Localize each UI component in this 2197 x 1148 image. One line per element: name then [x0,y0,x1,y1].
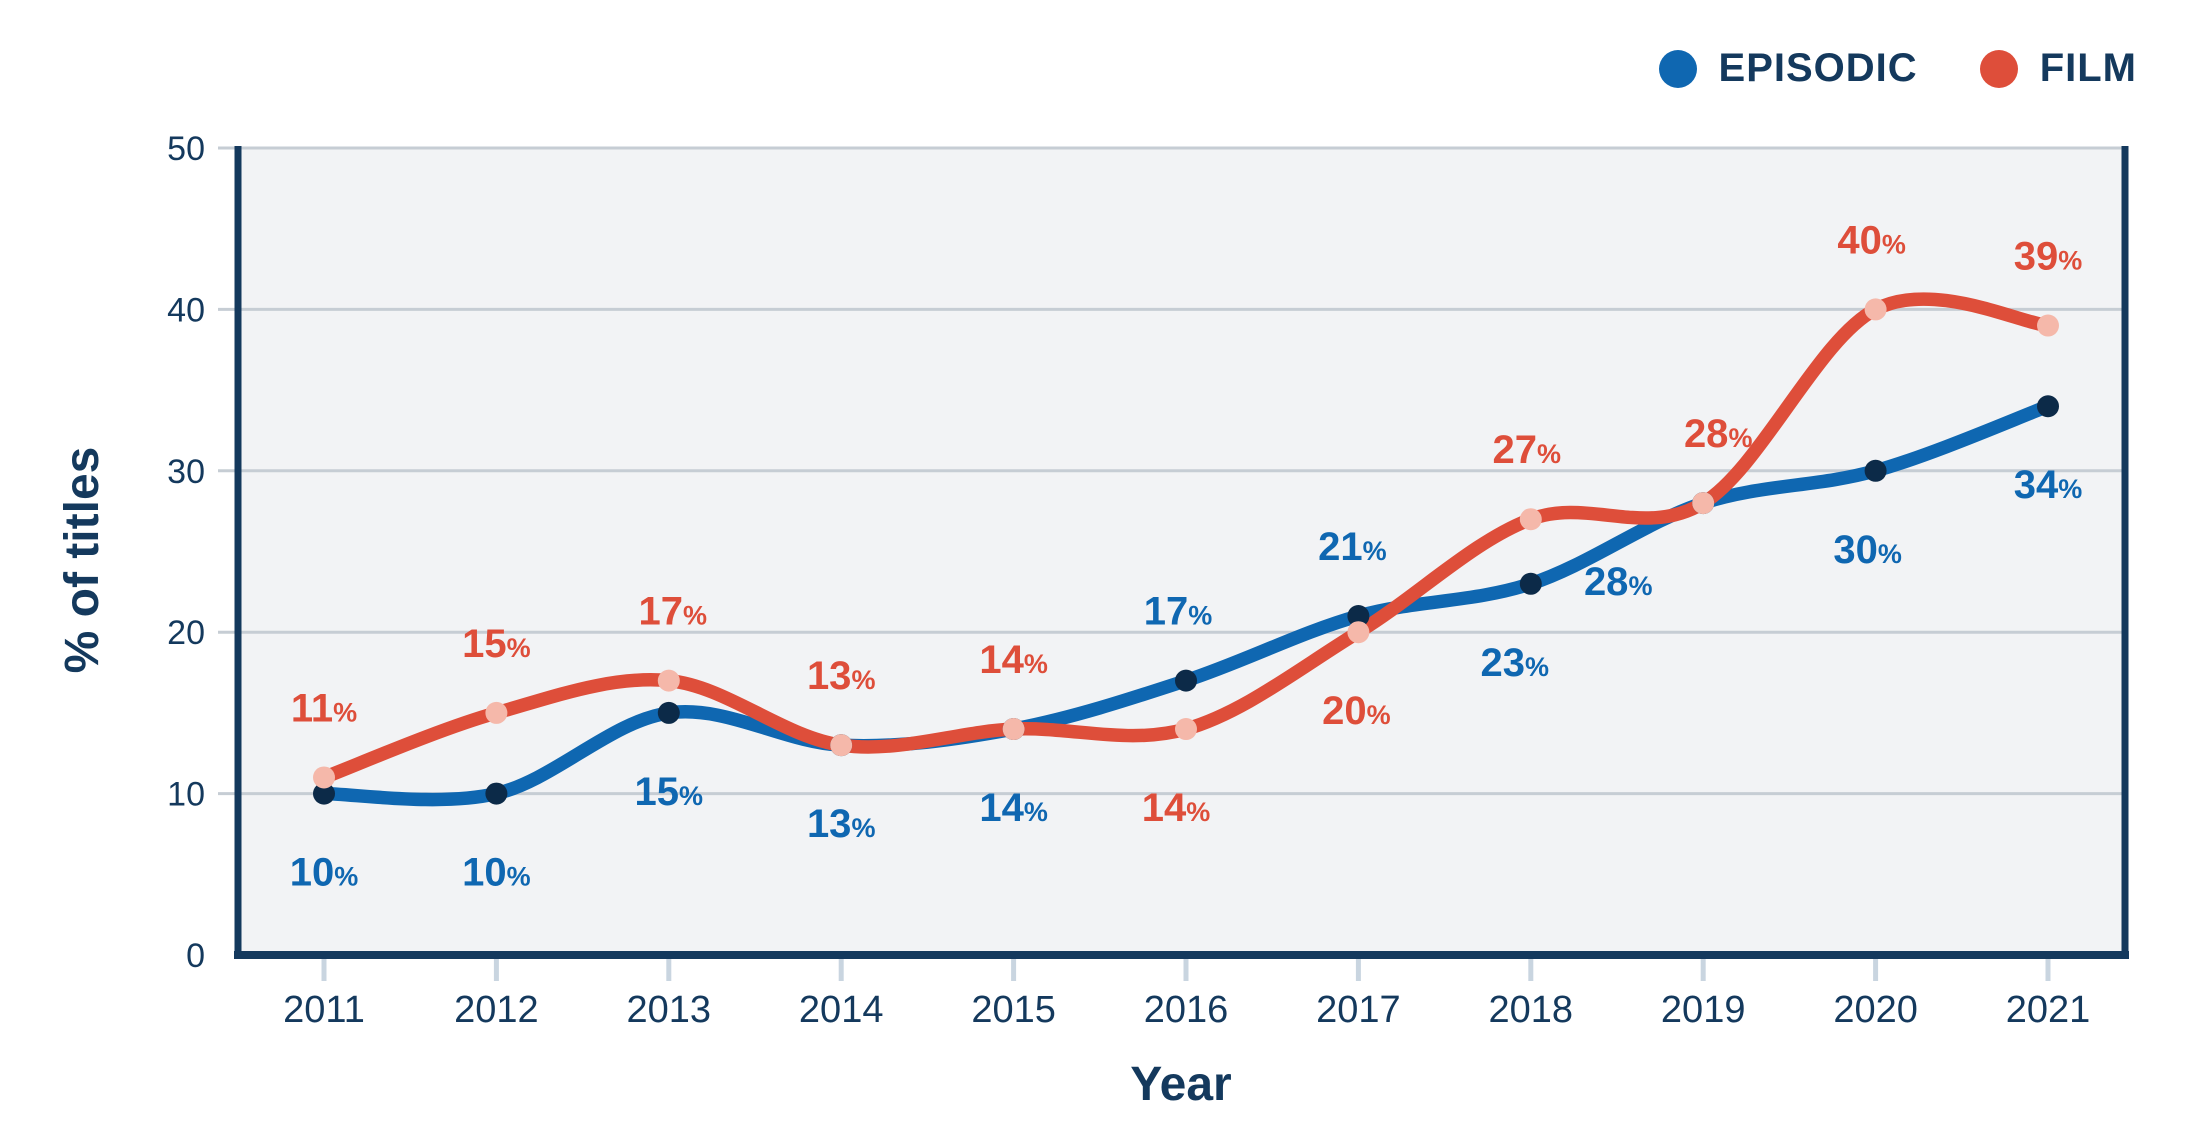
series-film-point [1175,718,1197,741]
x-axis-tick-label: 2021 [2006,989,2091,1031]
x-axis-title: Year [1130,1058,1232,1111]
x-axis-tick-label: 2017 [1316,989,1401,1031]
x-axis-tick-label: 2014 [799,989,884,1031]
series-film-line [317,292,2055,785]
x-axis-tick-label: 2018 [1489,989,1574,1031]
series-film-point [1864,298,1887,321]
x-axis-tick-label: 2020 [1833,989,1918,1031]
series-episodic-data-label: 13% [807,802,876,846]
series-film-point [313,766,335,789]
x-axis-tick-label: 2012 [454,989,539,1031]
series-film-point [1519,508,1542,531]
series-film-data-label: 14% [979,638,1048,682]
series-episodic-data-label: 15% [635,770,704,814]
legend-label-film: FILM [2039,46,2137,90]
series-episodic-point [1864,459,1887,482]
x-axis-tick-label: 2015 [971,989,1056,1031]
y-axis-tick-label: 10 [167,776,205,814]
legend: EPISODIC FILM [1658,46,2137,91]
series-film-point [1002,718,1025,741]
y-axis-title: % of titles [56,446,109,674]
episodic-dot-icon [1658,49,1697,88]
series-episodic-data-label: 10% [462,851,531,895]
y-axis-tick-label: 40 [167,291,205,329]
legend-item-film: FILM [1979,46,2137,91]
series-film-data-label: 11% [291,686,357,730]
series-episodic-data-label: 28% [1584,560,1653,604]
series-film-data-label: 28% [1684,412,1753,456]
y-axis-tick-label: 50 [167,130,205,168]
series-episodic-point [2037,395,2059,418]
series-episodic-data-label: 21% [1318,525,1387,569]
y-axis-tick-label: 0 [186,937,205,975]
series-film-point [1347,621,1370,644]
series-film-data-label: 20% [1322,689,1391,733]
series-episodic-point [1347,605,1370,628]
series-film-point [830,734,853,757]
series-film-data-label: 40% [1837,218,1906,262]
x-axis-tick-label: 2013 [627,989,712,1031]
series-episodic-data-label: 30% [1833,528,1902,572]
series-film-data-label: 14% [1142,786,1211,830]
series-episodic-data-label: 17% [1144,590,1213,634]
series-episodic-point [485,782,508,805]
plot-area [238,148,2125,955]
series-episodic-data-label: 34% [2014,463,2083,507]
x-axis-tick-label: 2016 [1144,989,1229,1031]
series-episodic-data-label: 23% [1481,641,1550,685]
x-axis-tick-label: 2011 [283,989,365,1031]
series-film-data-label: 13% [807,654,876,698]
series-episodic-data-label: 14% [979,786,1048,830]
series-film-point [2037,314,2059,337]
series-episodic-point [657,701,680,724]
series-episodic-point [313,782,335,805]
y-axis-tick-label: 30 [167,453,205,491]
series-film-data-label: 27% [1493,428,1562,472]
y-axis-tick-label: 20 [167,614,205,652]
series-film-point [657,669,680,692]
series-film-point [485,701,508,724]
series-episodic-point [1175,669,1197,692]
legend-item-episodic: EPISODIC [1658,46,1918,91]
series-film-point [1692,492,1715,515]
x-axis-tick-label: 2019 [1661,989,1746,1031]
series-film-data-label: 15% [462,622,531,666]
film-dot-icon [1979,49,2018,88]
series-film-data-label: 39% [2014,235,2083,279]
series-episodic-point [1519,572,1542,595]
series-episodic-data-label: 10% [290,851,359,895]
series-film-data-label: 17% [639,590,708,634]
legend-label-episodic: EPISODIC [1718,46,1918,90]
